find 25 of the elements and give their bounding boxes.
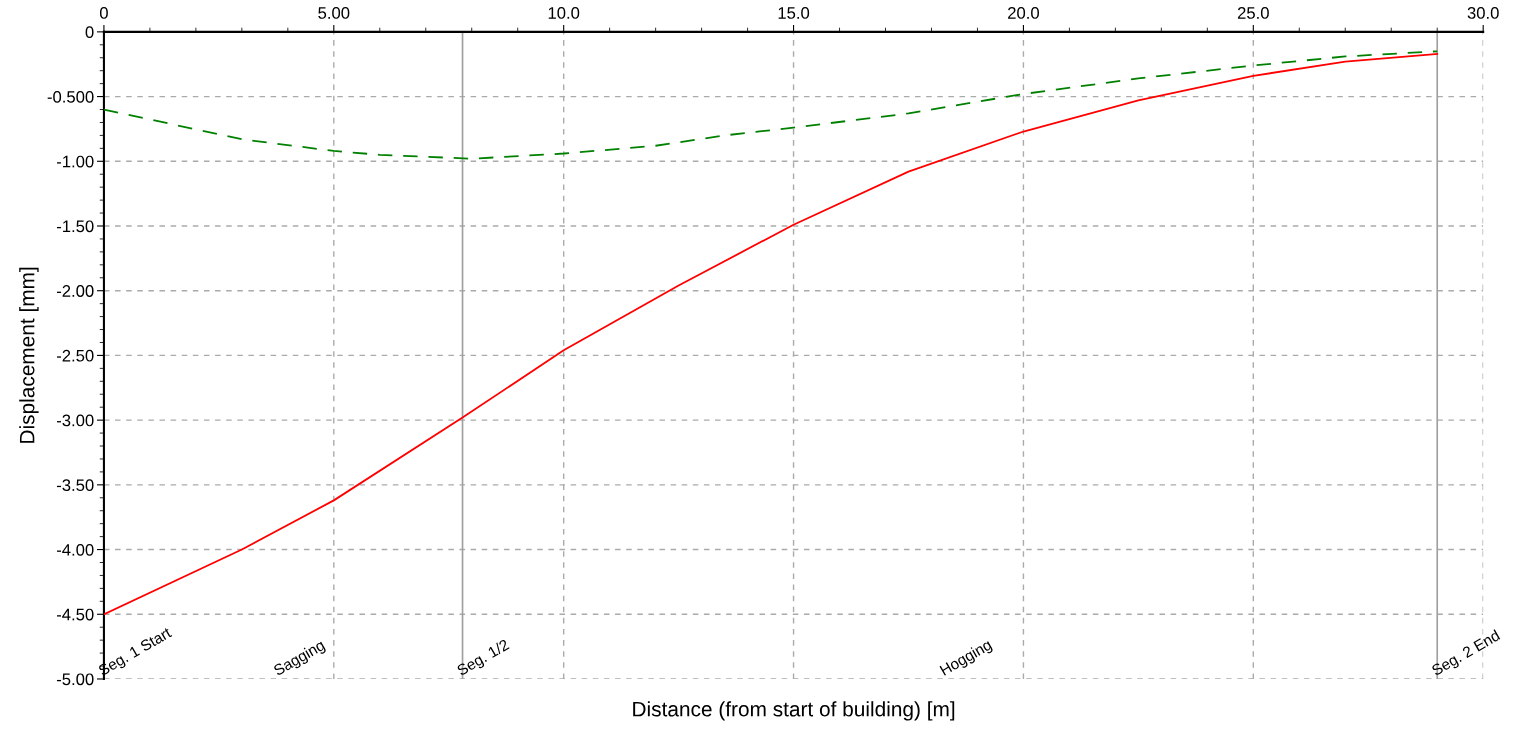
y-tick-label: -5.00 (56, 673, 94, 686)
y-tick-label: -4.00 (56, 543, 94, 556)
annotation: Seg. 1 Start (97, 626, 174, 679)
x-tick-label: 20.0 (1008, 7, 1039, 19)
y-tick-label: -3.50 (56, 479, 94, 492)
y-tick-label: 0 (85, 26, 94, 39)
y-tick-label: -2.00 (56, 285, 94, 297)
x-tick-label: 30.0 (1467, 7, 1499, 19)
x-axis-title: Distance (from start of building) [m] (633, 701, 955, 721)
y-tick-label: -2.50 (56, 349, 94, 362)
y-tick-label: -1.00 (56, 155, 94, 168)
y-tick-label: -4.50 (56, 608, 94, 621)
ref-line-label: Seg. 2 End (1430, 629, 1502, 679)
y-tick-label: -3.00 (56, 414, 94, 427)
x-tick-label: 25.0 (1237, 7, 1269, 19)
ref-line-label: Seg. 1/2 (456, 638, 512, 679)
x-tick-label: 0 (99, 7, 108, 19)
y-axis-title: Displacement [mm] (19, 267, 39, 443)
line-series (103, 50, 1439, 160)
y-tick-label: -0.500 (47, 90, 94, 103)
x-tick-label: 10.0 (548, 7, 580, 19)
line-series (103, 52, 1439, 616)
x-tick-label: 5.00 (318, 7, 350, 19)
x-tick-label: 15.0 (778, 7, 810, 19)
y-tick-label: -1.50 (56, 220, 94, 233)
